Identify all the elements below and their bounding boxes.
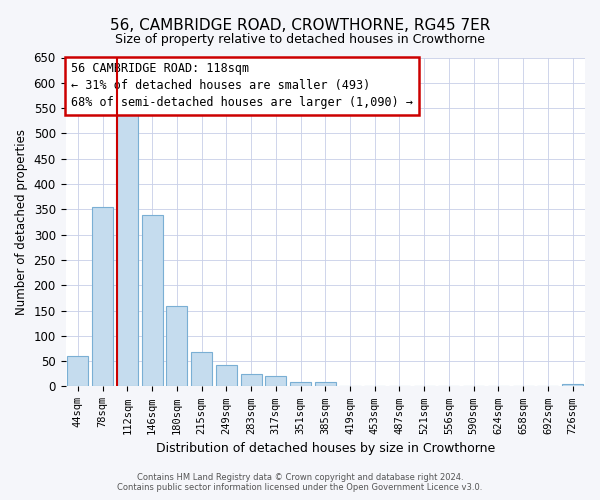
Bar <box>241 374 262 386</box>
Text: Size of property relative to detached houses in Crowthorne: Size of property relative to detached ho… <box>115 32 485 46</box>
Bar <box>191 352 212 386</box>
Bar <box>142 216 163 386</box>
Text: 56, CAMBRIDGE ROAD, CROWTHORNE, RG45 7ER: 56, CAMBRIDGE ROAD, CROWTHORNE, RG45 7ER <box>110 18 490 32</box>
Bar <box>265 376 286 386</box>
Bar <box>92 207 113 386</box>
Text: 56 CAMBRIDGE ROAD: 118sqm
← 31% of detached houses are smaller (493)
68% of semi: 56 CAMBRIDGE ROAD: 118sqm ← 31% of detac… <box>71 62 413 110</box>
Bar <box>67 356 88 386</box>
Bar <box>216 365 237 386</box>
Y-axis label: Number of detached properties: Number of detached properties <box>15 129 28 315</box>
Bar <box>166 306 187 386</box>
Bar <box>562 384 583 386</box>
Bar <box>117 112 138 386</box>
X-axis label: Distribution of detached houses by size in Crowthorne: Distribution of detached houses by size … <box>155 442 495 455</box>
Bar <box>290 382 311 386</box>
Bar <box>315 382 336 386</box>
Text: Contains HM Land Registry data © Crown copyright and database right 2024.
Contai: Contains HM Land Registry data © Crown c… <box>118 473 482 492</box>
